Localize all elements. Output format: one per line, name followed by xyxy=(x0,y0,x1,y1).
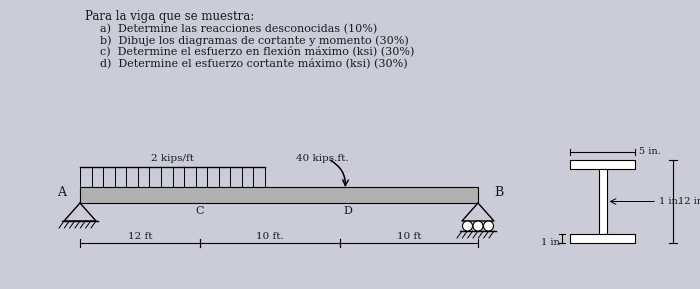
Text: 12 ft: 12 ft xyxy=(127,232,153,241)
Text: 10 ft.: 10 ft. xyxy=(256,232,284,241)
Text: C: C xyxy=(196,206,204,216)
Text: 1 in: 1 in xyxy=(541,238,560,247)
Text: 12 in: 12 in xyxy=(678,197,700,206)
Text: a)  Determine las reacciones desconocidas (10%): a) Determine las reacciones desconocidas… xyxy=(100,24,377,34)
Text: D: D xyxy=(344,206,352,216)
Text: d)  Determine el esfuerzo cortante máximo (ksi) (30%): d) Determine el esfuerzo cortante máximo… xyxy=(100,57,407,68)
Bar xyxy=(80,187,478,203)
Text: 2 kips/ft: 2 kips/ft xyxy=(151,154,194,163)
Text: 1 in.: 1 in. xyxy=(659,197,681,206)
Text: Para la viga que se muestra:: Para la viga que se muestra: xyxy=(85,10,254,23)
Text: 5 in.: 5 in. xyxy=(639,147,661,157)
Bar xyxy=(570,234,635,243)
Text: b)  Dibuje los diagramas de cortante y momento (30%): b) Dibuje los diagramas de cortante y mo… xyxy=(100,35,409,46)
Text: A: A xyxy=(57,186,66,199)
Text: B: B xyxy=(494,186,503,199)
Circle shape xyxy=(463,221,473,231)
Text: 10 ft: 10 ft xyxy=(397,232,421,241)
Circle shape xyxy=(473,221,483,231)
Text: 40 kips.ft.: 40 kips.ft. xyxy=(295,154,349,163)
Bar xyxy=(570,160,635,169)
Circle shape xyxy=(484,221,494,231)
Bar xyxy=(598,169,606,234)
Text: c)  Determine el esfuerzo en flexión máximo (ksi) (30%): c) Determine el esfuerzo en flexión máxi… xyxy=(100,46,414,57)
